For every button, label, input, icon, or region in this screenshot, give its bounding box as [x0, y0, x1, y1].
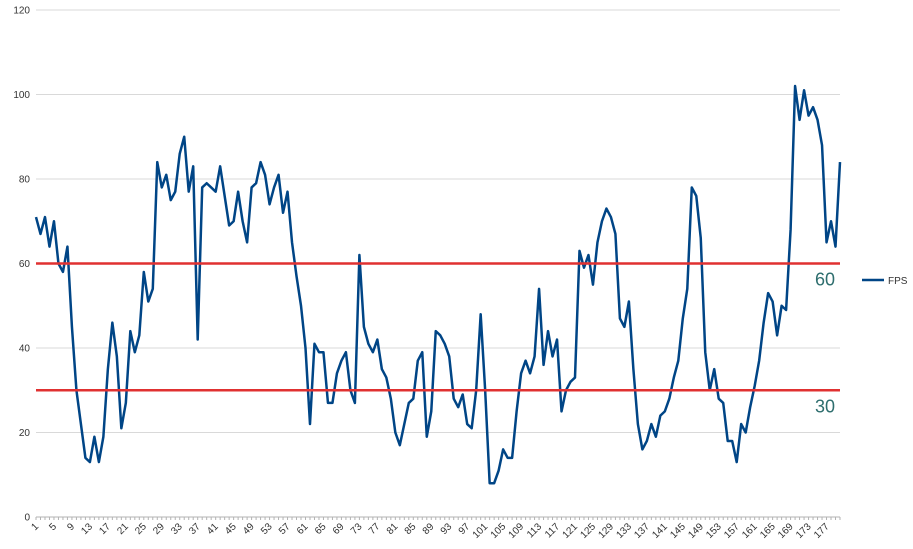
x-tick-label: 89 [421, 521, 437, 537]
reference-label: 30 [815, 396, 835, 416]
x-tick-label: 25 [133, 521, 149, 537]
y-tick-label: 120 [13, 6, 30, 17]
x-tick-label: 109 [507, 521, 527, 541]
x-tick-label: 141 [650, 521, 670, 541]
x-tick-label: 105 [489, 521, 509, 541]
x-tick-label: 161 [740, 521, 760, 541]
y-tick-label: 40 [19, 344, 31, 355]
x-tick-label: 65 [313, 521, 329, 537]
x-tick-label: 81 [385, 521, 401, 537]
x-tick-label: 149 [686, 521, 706, 541]
x-tick-label: 93 [439, 521, 455, 537]
x-tick-label: 33 [169, 521, 185, 537]
x-tick-label: 113 [525, 521, 544, 540]
y-tick-label: 100 [13, 90, 30, 101]
x-tick-label: 13 [79, 521, 95, 537]
x-tick-label: 133 [614, 521, 634, 541]
x-tick-label: 37 [187, 521, 203, 537]
x-tick-label: 157 [722, 521, 742, 541]
y-tick-label: 60 [19, 259, 31, 270]
x-tick-label: 137 [632, 521, 652, 541]
x-tick-label: 125 [579, 521, 599, 541]
x-tick-label: 1 [29, 521, 41, 533]
x-tick-label: 73 [349, 521, 365, 537]
x-tick-label: 49 [241, 521, 257, 537]
x-tick-label: 121 [561, 521, 581, 541]
x-tick-label: 165 [758, 521, 778, 541]
x-tick-label: 5 [47, 521, 59, 533]
x-tick-label: 77 [367, 521, 383, 537]
x-tick-label: 9 [65, 521, 77, 533]
x-tick-label: 57 [277, 521, 293, 537]
x-tick-label: 21 [115, 521, 131, 537]
x-tick-label: 69 [331, 521, 347, 537]
x-tick-label: 117 [543, 521, 562, 540]
x-tick-label: 85 [403, 521, 419, 537]
x-tick-label: 53 [259, 521, 275, 537]
reference-label: 60 [815, 270, 835, 290]
x-tick-label: 45 [223, 521, 239, 537]
x-tick-label: 17 [97, 521, 113, 537]
x-tick-label: 61 [295, 521, 311, 537]
x-tick-label: 169 [776, 521, 796, 541]
y-tick-label: 0 [24, 513, 30, 524]
y-tick-label: 80 [19, 175, 31, 186]
data-line [34, 84, 842, 485]
legend-label: FPS [888, 276, 908, 287]
x-tick-label: 153 [704, 521, 724, 541]
x-tick-label: 177 [812, 521, 832, 541]
x-tick-label: 29 [151, 521, 167, 537]
x-tick-label: 129 [596, 521, 616, 541]
x-tick-label: 101 [471, 521, 491, 541]
y-tick-label: 20 [19, 428, 31, 439]
x-tick-label: 173 [794, 521, 814, 541]
x-tick-label: 97 [457, 521, 473, 537]
x-tick-label: 145 [668, 521, 688, 541]
x-tick-label: 41 [205, 521, 221, 537]
